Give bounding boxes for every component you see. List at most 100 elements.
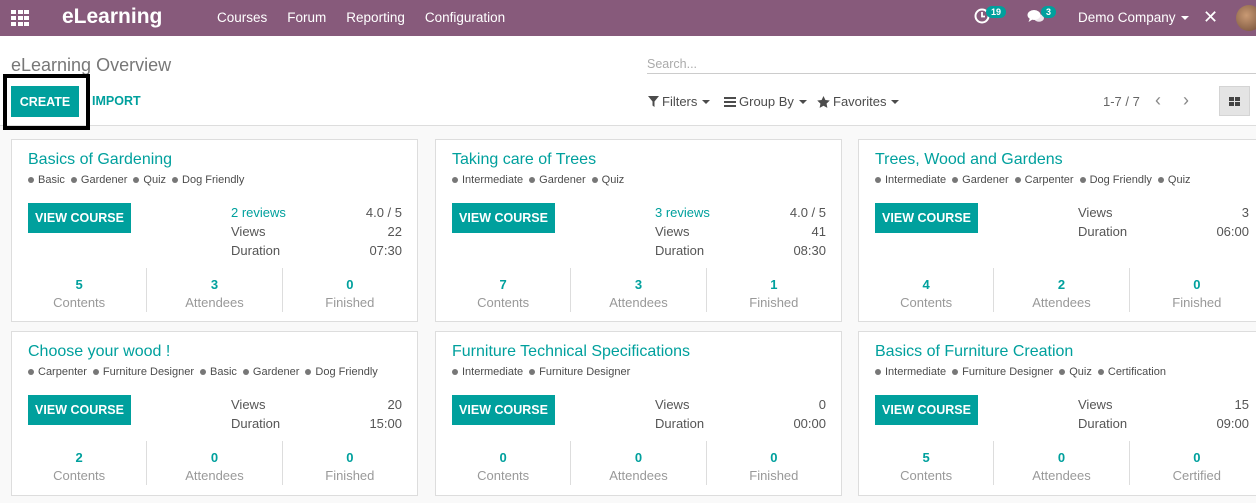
view-course-button[interactable]: VIEW COURSE [875,395,978,425]
view-course-button[interactable]: VIEW COURSE [452,395,555,425]
finished-stat[interactable]: 0 Finished [283,268,417,312]
view-course-button[interactable]: VIEW COURSE [28,395,131,425]
course-card[interactable]: Taking care of Trees Intermediate Garden… [435,139,842,322]
stat-value: 0 [634,450,643,465]
debug-tools-icon[interactable]: ✕ [1203,7,1219,27]
rating-value: 4.0 / 5 [789,205,826,220]
reviews-link[interactable]: 2 reviews [231,205,286,220]
stat-label: Finished [749,468,799,483]
course-stats: Views 20 Duration 15:00 [231,397,402,435]
views-label: Views [231,224,266,239]
course-card[interactable]: Trees, Wood and Gardens Intermediate Gar… [858,139,1256,322]
view-course-button[interactable]: VIEW COURSE [28,203,131,233]
views-label: Views [1078,205,1113,220]
course-tag: Intermediate [875,174,946,186]
contents-stat[interactable]: 5 Contents [12,268,148,312]
stat-label: Finished [325,468,375,483]
views-label: Views [655,397,690,412]
attendees-stat[interactable]: 0 Attendees [147,441,283,485]
attendees-stat[interactable]: 0 Attendees [994,441,1130,485]
messages-menu[interactable]: 3 [1027,6,1057,24]
course-stats: 3 reviews 4.0 / 5 Views 41 Duration 08:30 [655,205,826,262]
duration-value: 15:00 [369,416,402,431]
filters-label: Filters [662,94,698,109]
views-value: 0 [818,397,826,412]
stat-label: Finished [749,295,799,310]
course-card[interactable]: Choose your wood ! Carpenter Furniture D… [11,331,418,496]
course-card[interactable]: Basics of Gardening Basic Gardener Quiz … [11,139,418,322]
apps-menu-icon[interactable] [11,10,29,26]
chevron-left-icon[interactable]: ‹ [1155,90,1161,110]
course-title[interactable]: Trees, Wood and Gardens [875,151,1063,168]
kanban-view-button[interactable] [1219,86,1250,116]
top-navbar: eLearning Courses Forum Reporting Config… [0,0,1256,36]
course-tags: Carpenter Furniture Designer Basic Garde… [28,366,384,378]
groupby-dropdown[interactable]: Group By [724,94,807,109]
views-value: 20 [387,397,402,412]
menu-item-courses[interactable]: Courses [217,10,268,25]
course-tag: Dog Friendly [172,174,244,186]
course-tag: Quiz [1059,366,1092,378]
chevron-right-icon[interactable]: › [1183,90,1189,110]
contents-stat[interactable]: 5 Contents [859,441,995,485]
course-title[interactable]: Choose your wood ! [28,343,171,360]
course-footer: 7 Contents 3 Attendees 1 Finished [436,268,841,312]
stat-value: 2 [1057,277,1066,292]
stat-value: 0 [1193,450,1201,465]
view-course-button[interactable]: VIEW COURSE [875,203,978,233]
app-brand[interactable]: eLearning [62,5,163,28]
attendees-stat[interactable]: 2 Attendees [994,268,1130,312]
attendees-stat[interactable]: 3 Attendees [571,268,707,312]
stat-value: 1 [770,277,778,292]
attendees-stat[interactable]: 0 Attendees [571,441,707,485]
create-button[interactable]: CREATE [11,86,79,117]
filters-dropdown[interactable]: Filters [648,94,711,109]
course-title[interactable]: Basics of Gardening [28,151,173,168]
reviews-link[interactable]: 3 reviews [655,205,710,220]
certified-stat[interactable]: 0 Certified [1130,441,1256,485]
chevron-down-icon [891,99,900,104]
course-card[interactable]: Basics of Furniture Creation Intermediat… [858,331,1256,496]
duration-value: 06:00 [1216,224,1249,239]
views-value: 3 [1241,205,1249,220]
user-avatar[interactable] [1236,5,1256,31]
stat-value: 0 [1193,277,1201,292]
course-title[interactable]: Taking care of Trees [452,151,597,168]
finished-stat[interactable]: 0 Finished [283,441,417,485]
course-tag: Intermediate [452,366,523,378]
contents-stat[interactable]: 7 Contents [436,268,572,312]
course-card[interactable]: Furniture Technical Specifications Inter… [435,331,842,496]
contents-stat[interactable]: 2 Contents [12,441,148,485]
finished-stat[interactable]: 0 Finished [1130,268,1256,312]
finished-stat[interactable]: 1 Finished [707,268,841,312]
menu-item-reporting[interactable]: Reporting [346,10,405,25]
control-panel: eLearning Overview CREATE IMPORT Filters… [0,36,1256,130]
course-stats: Views 15 Duration 09:00 [1078,397,1249,435]
activity-menu[interactable]: 19 [974,6,1007,24]
course-tag: Basic [28,174,65,186]
finished-stat[interactable]: 0 Finished [707,441,841,485]
view-course-button[interactable]: VIEW COURSE [452,203,555,233]
search-input[interactable] [647,54,1256,74]
groupby-label: Group By [739,94,794,109]
stat-label: Contents [53,468,106,483]
import-button[interactable]: IMPORT [92,94,141,108]
duration-value: 07:30 [369,243,402,258]
contents-stat[interactable]: 4 Contents [859,268,995,312]
stat-label: Attendees [185,468,244,483]
course-title[interactable]: Basics of Furniture Creation [875,343,1074,360]
contents-stat[interactable]: 0 Contents [436,441,572,485]
duration-label: Duration [655,416,705,431]
company-switcher[interactable]: Demo Company [1078,10,1189,25]
pager-value[interactable]: 1-7 / 7 [1103,94,1140,109]
course-title[interactable]: Furniture Technical Specifications [452,343,691,360]
menu-item-forum[interactable]: Forum [287,10,327,25]
course-tag: Gardener [529,174,585,186]
stat-label: Contents [900,468,953,483]
menu-item-configuration[interactable]: Configuration [424,10,506,25]
views-value: 41 [811,224,826,239]
favorites-dropdown[interactable]: Favorites [817,94,900,109]
attendees-stat[interactable]: 3 Attendees [147,268,283,312]
course-tag: Quiz [133,174,166,186]
course-tag: Intermediate [875,366,946,378]
